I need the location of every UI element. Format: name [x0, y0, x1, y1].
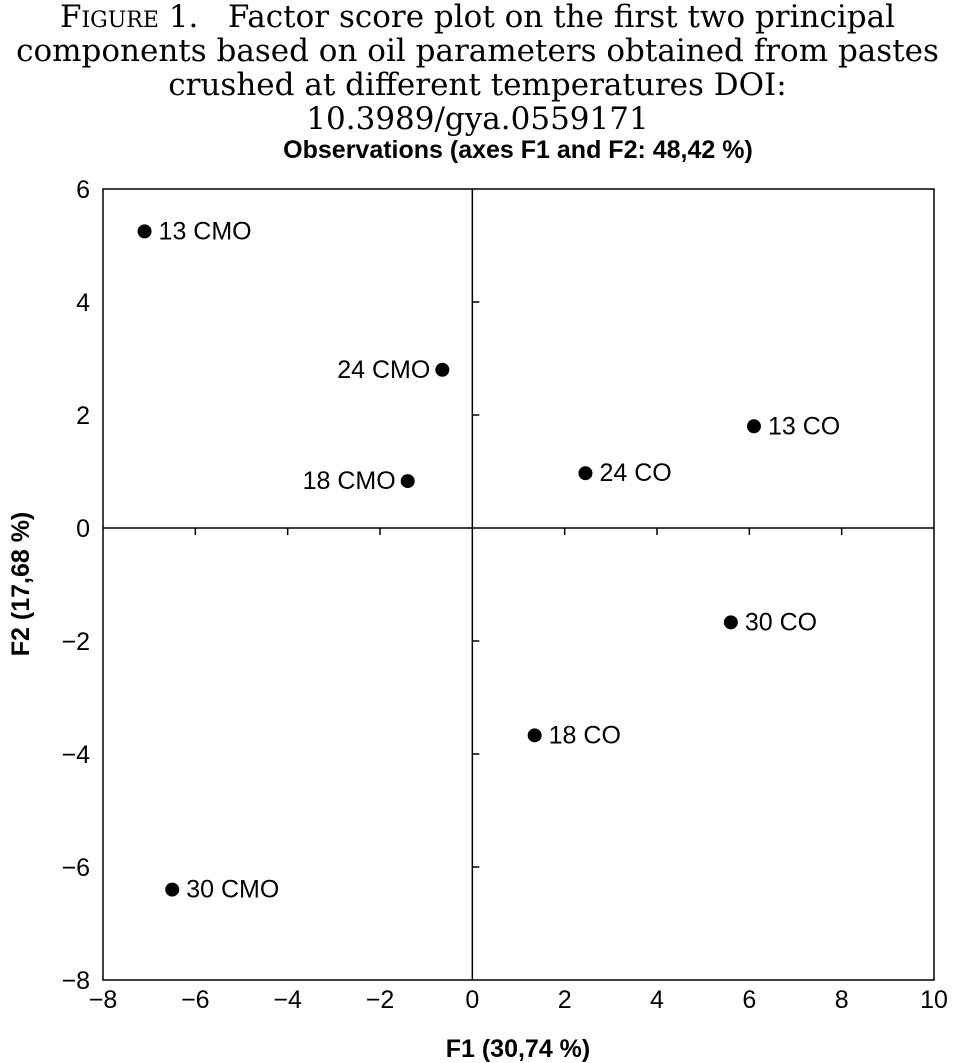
caption-line-3: crushed at different temperatures DOI: 1… — [168, 67, 787, 137]
x-axis-label: F1 (30,74 %) — [446, 1035, 591, 1063]
point-label: 24 CMO — [337, 356, 430, 384]
x-tick-label: 0 — [465, 986, 479, 1014]
x-tick-label: 8 — [835, 986, 849, 1014]
point-label: 13 CO — [768, 412, 840, 440]
data-point — [435, 362, 450, 377]
point-labels: 13 CMO 24 CMO 18 CMO 13 CO 24 CO 30 CO 18 CO 30… — [159, 217, 841, 903]
y-tick-label: 6 — [76, 176, 90, 204]
x-tick-labels: −8 −6 −4 −2 0 2 4 6 8 10 — [89, 986, 948, 1014]
y-axis-label: F2 (17,68 %) — [7, 512, 35, 657]
point-label: 30 CO — [745, 608, 817, 636]
x-tick-label: −8 — [89, 986, 118, 1014]
data-point — [165, 882, 180, 897]
x-tick-label: 2 — [558, 986, 572, 1014]
point-label: 24 CO — [599, 459, 671, 487]
point-label: 18 CO — [549, 721, 621, 749]
y-tick-label: −4 — [61, 741, 90, 769]
data-point — [578, 466, 593, 481]
y-tick-label: −2 — [61, 628, 90, 656]
x-tick-label: 4 — [650, 986, 664, 1014]
x-tick-label: 6 — [742, 986, 756, 1014]
y-tick-labels: −8 −6 −4 −2 0 2 4 6 — [61, 176, 90, 995]
figure-label: Figure 1. — [59, 0, 199, 35]
x-tick-label: −4 — [273, 986, 302, 1014]
point-label: 13 CMO — [159, 217, 252, 245]
data-point — [527, 728, 542, 743]
data-point — [746, 419, 761, 434]
data-points — [137, 224, 761, 897]
y-tick-label: −8 — [61, 967, 90, 995]
tick-marks — [194, 301, 843, 868]
data-point — [137, 224, 152, 239]
y-tick-label: 2 — [76, 402, 90, 430]
data-point — [400, 474, 415, 489]
point-label: 18 CMO — [303, 467, 396, 495]
y-tick-label: 4 — [76, 289, 90, 317]
point-label: 30 CMO — [186, 876, 279, 904]
caption-text-1: Factor score plot on the first two princ… — [227, 0, 896, 35]
figure-caption: Figure 1. Factor score plot on the first… — [0, 0, 955, 136]
chart-title: Observations (axes F1 and F2: 48,42 %) — [283, 136, 753, 164]
x-tick-label: 10 — [920, 986, 948, 1014]
data-point — [723, 615, 738, 630]
x-tick-label: −6 — [181, 986, 210, 1014]
plot-area-frame — [102, 188, 935, 981]
caption-line-2: components based on oil parameters obtai… — [16, 33, 939, 69]
caption-line-1: Figure 1. Factor score plot on the first… — [0, 0, 955, 34]
y-tick-label: 0 — [76, 515, 90, 543]
y-tick-label: −6 — [61, 854, 90, 882]
x-tick-label: −2 — [366, 986, 395, 1014]
